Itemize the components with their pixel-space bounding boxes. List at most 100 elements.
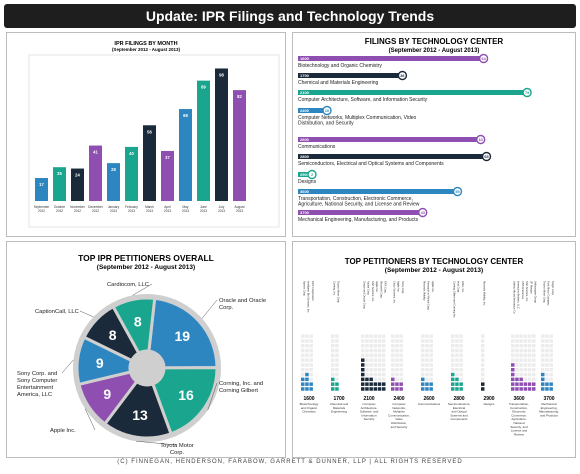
petitioner-cell	[527, 348, 532, 353]
petitioner-cell	[515, 372, 519, 377]
tech-code-label: 1600	[300, 56, 310, 61]
petitioner-name: Apple Inc.	[431, 281, 435, 293]
petitioner-cell	[421, 377, 425, 382]
petitioner-name: RPX Corp.	[384, 281, 388, 294]
petitioner-cell	[549, 358, 553, 362]
petitioner-cell	[395, 363, 399, 367]
petitioner-name: Nichia Corp.	[367, 281, 371, 296]
petitioner-name: Cisco Systems, Inc.	[393, 281, 397, 304]
petitioner-cell	[421, 358, 425, 362]
tech-code-label: 3600	[300, 189, 310, 194]
slice-name-label: CaptionCall, LLC	[35, 309, 79, 315]
petitioner-cell	[309, 339, 313, 343]
petitioner-cell	[523, 334, 528, 338]
group-name-label: Communications	[418, 402, 441, 406]
year-tick-label: 2013	[146, 209, 153, 213]
petitioner-name: Apotex Corp.	[303, 281, 307, 296]
petitioner-cell	[391, 377, 395, 382]
petitioner-name: Apple Inc.	[397, 281, 401, 293]
group-code-label: 2400	[393, 396, 404, 402]
petitioner-cell	[549, 339, 553, 343]
tech-center-filings-panel: FILINGS BY TECHNOLOGY CENTER (September 2…	[292, 32, 576, 237]
petitioner-name: Oracle and Oracle Corp.	[363, 281, 367, 309]
petitioner-cell	[309, 334, 313, 338]
petitioner-cell	[459, 387, 463, 391]
month-tick-label: March	[145, 205, 154, 209]
petitioner-name: Xilinx, Inc.	[461, 281, 465, 293]
chart-subtitle: (September 2012 - August 2013)	[385, 267, 483, 274]
group-name-label: Construction,	[510, 406, 528, 410]
petitioner-cell	[305, 372, 309, 377]
petitioner-cell	[429, 339, 433, 343]
petitioner-cell	[519, 348, 523, 353]
petitioner-cell	[523, 339, 528, 343]
petitioner-cell	[382, 358, 386, 362]
petitioner-cell	[459, 339, 463, 343]
petitioner-cell	[365, 372, 369, 377]
petitioner-cell	[459, 334, 463, 338]
petitioner-cell	[399, 348, 403, 353]
petitioner-cell	[429, 372, 433, 377]
petitioner-cell	[305, 368, 309, 372]
petitioner-name: Motorola Mobility	[423, 281, 427, 301]
petitioner-cell	[309, 377, 313, 382]
petitioner-cell	[309, 387, 313, 391]
petitioner-cell	[369, 372, 373, 377]
petitioner-cell	[515, 339, 519, 343]
petitioner-cell	[391, 344, 395, 348]
petitioner-cell	[532, 353, 536, 358]
petitioner-cell	[369, 344, 373, 348]
petitioner-cell	[399, 339, 403, 343]
petitioner-cell	[391, 387, 395, 391]
petitioner-cell	[309, 382, 313, 386]
donut-slice-7	[111, 296, 157, 356]
petitioner-cell	[527, 344, 532, 348]
chart-title: FILINGS BY TECHNOLOGY CENTER	[365, 37, 504, 46]
petitioner-cell	[395, 372, 399, 377]
petitioner-cell	[549, 363, 553, 367]
petitioner-cell	[515, 353, 519, 358]
petitioner-cell	[455, 334, 459, 338]
bar-3	[71, 168, 84, 201]
tech-value-label: 43	[421, 211, 425, 215]
petitioner-cell	[455, 377, 459, 382]
group-name-label: Networks,	[392, 406, 406, 410]
petitioner-cell	[541, 339, 545, 343]
copyright-footer: (C) FINNEGAN, HENDERSON, FARABOW, GARRET…	[117, 459, 463, 465]
slice-value-label: 8	[134, 313, 142, 329]
group-name-label: Commerce,	[511, 413, 527, 417]
petitioner-cell	[373, 334, 378, 338]
petitioner-cell	[527, 363, 532, 367]
petitioner-cell	[365, 387, 369, 391]
group-name-label: Architecture,	[361, 406, 378, 410]
petitioner-cell	[365, 339, 369, 343]
petitioner-cell	[309, 368, 313, 372]
petitioner-cell	[429, 353, 433, 358]
bar-2	[53, 167, 66, 201]
petitioner-cell	[395, 348, 399, 353]
petitioner-cell	[391, 382, 395, 386]
petitioner-cell	[459, 363, 463, 367]
slice-name-label: Toyota Motor	[160, 443, 194, 449]
bar-12	[233, 90, 246, 201]
group-name-label: Electronic	[512, 410, 526, 414]
petitioner-cell	[455, 339, 459, 343]
chart-subtitle: (September 2012 - August 2013)	[112, 47, 181, 52]
petitioner-cell	[377, 358, 382, 362]
slice-name-label: Cardiocom, LLC	[107, 282, 149, 288]
month-tick-label: December	[88, 205, 104, 209]
petitioner-name: Corning, Inc.	[333, 281, 337, 296]
group-name-label: Computer	[362, 402, 375, 406]
group-name-label: Multiplex	[393, 410, 405, 414]
petitioner-cell	[429, 358, 433, 362]
petitioner-cell	[301, 377, 305, 382]
petitioner-cell	[391, 368, 395, 372]
petitioner-cell	[429, 368, 433, 372]
top-petitioners-panel: TOP IPR PETITIONERS OVERALL (September 20…	[6, 241, 286, 458]
bar-10	[197, 80, 210, 201]
petitioner-cell	[481, 372, 485, 377]
petitioner-cell	[382, 363, 386, 367]
petitioner-cell	[481, 348, 485, 353]
petitioner-cell	[301, 387, 305, 391]
petitioner-cell	[305, 348, 309, 353]
